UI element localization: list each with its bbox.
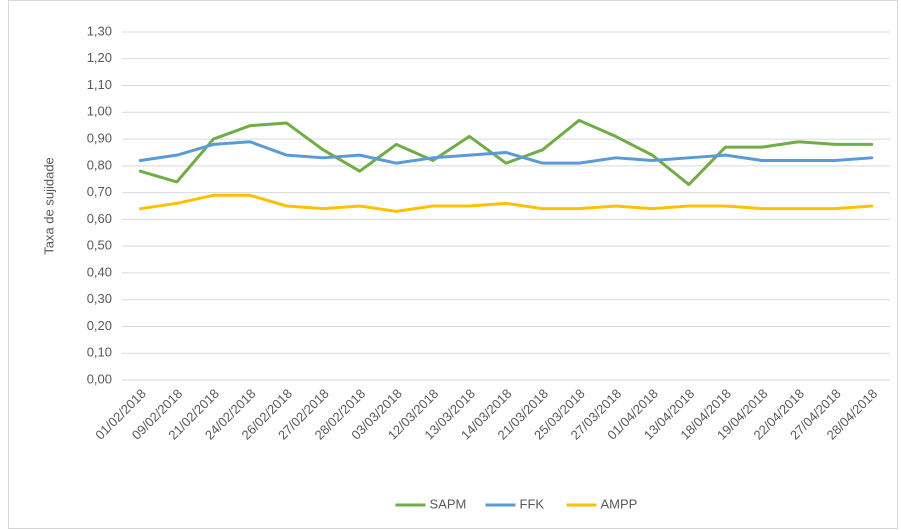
y-tick-label: 1,20: [87, 50, 112, 65]
data-line: [138, 118, 874, 187]
data-line: [138, 140, 874, 165]
y-tick-label: 0,10: [87, 345, 112, 360]
y-tick-label: 0,40: [87, 264, 112, 279]
y-tick-label: 0,70: [87, 184, 112, 199]
y-tick-label: 1,10: [87, 77, 112, 92]
y-axis-title: Taxa de sujidade: [41, 157, 56, 255]
y-tick-label: 1,00: [87, 104, 112, 119]
y-tick-label: 0,20: [87, 318, 112, 333]
y-tick-label: 1,30: [87, 23, 112, 38]
y-tick-label: 0,00: [87, 371, 112, 386]
data-line: [138, 193, 874, 213]
y-tick-label: 0,30: [87, 291, 112, 306]
legend-label: FFK: [520, 496, 545, 511]
y-tick-label: 0,90: [87, 131, 112, 146]
y-tick-label: 0,60: [87, 211, 112, 226]
y-tick-label: 0,80: [87, 157, 112, 172]
legend-label: SAPM: [430, 496, 467, 511]
legend-label: AMPP: [601, 496, 638, 511]
chart-frame: [8, 0, 898, 529]
y-tick-label: 0,50: [87, 238, 112, 253]
